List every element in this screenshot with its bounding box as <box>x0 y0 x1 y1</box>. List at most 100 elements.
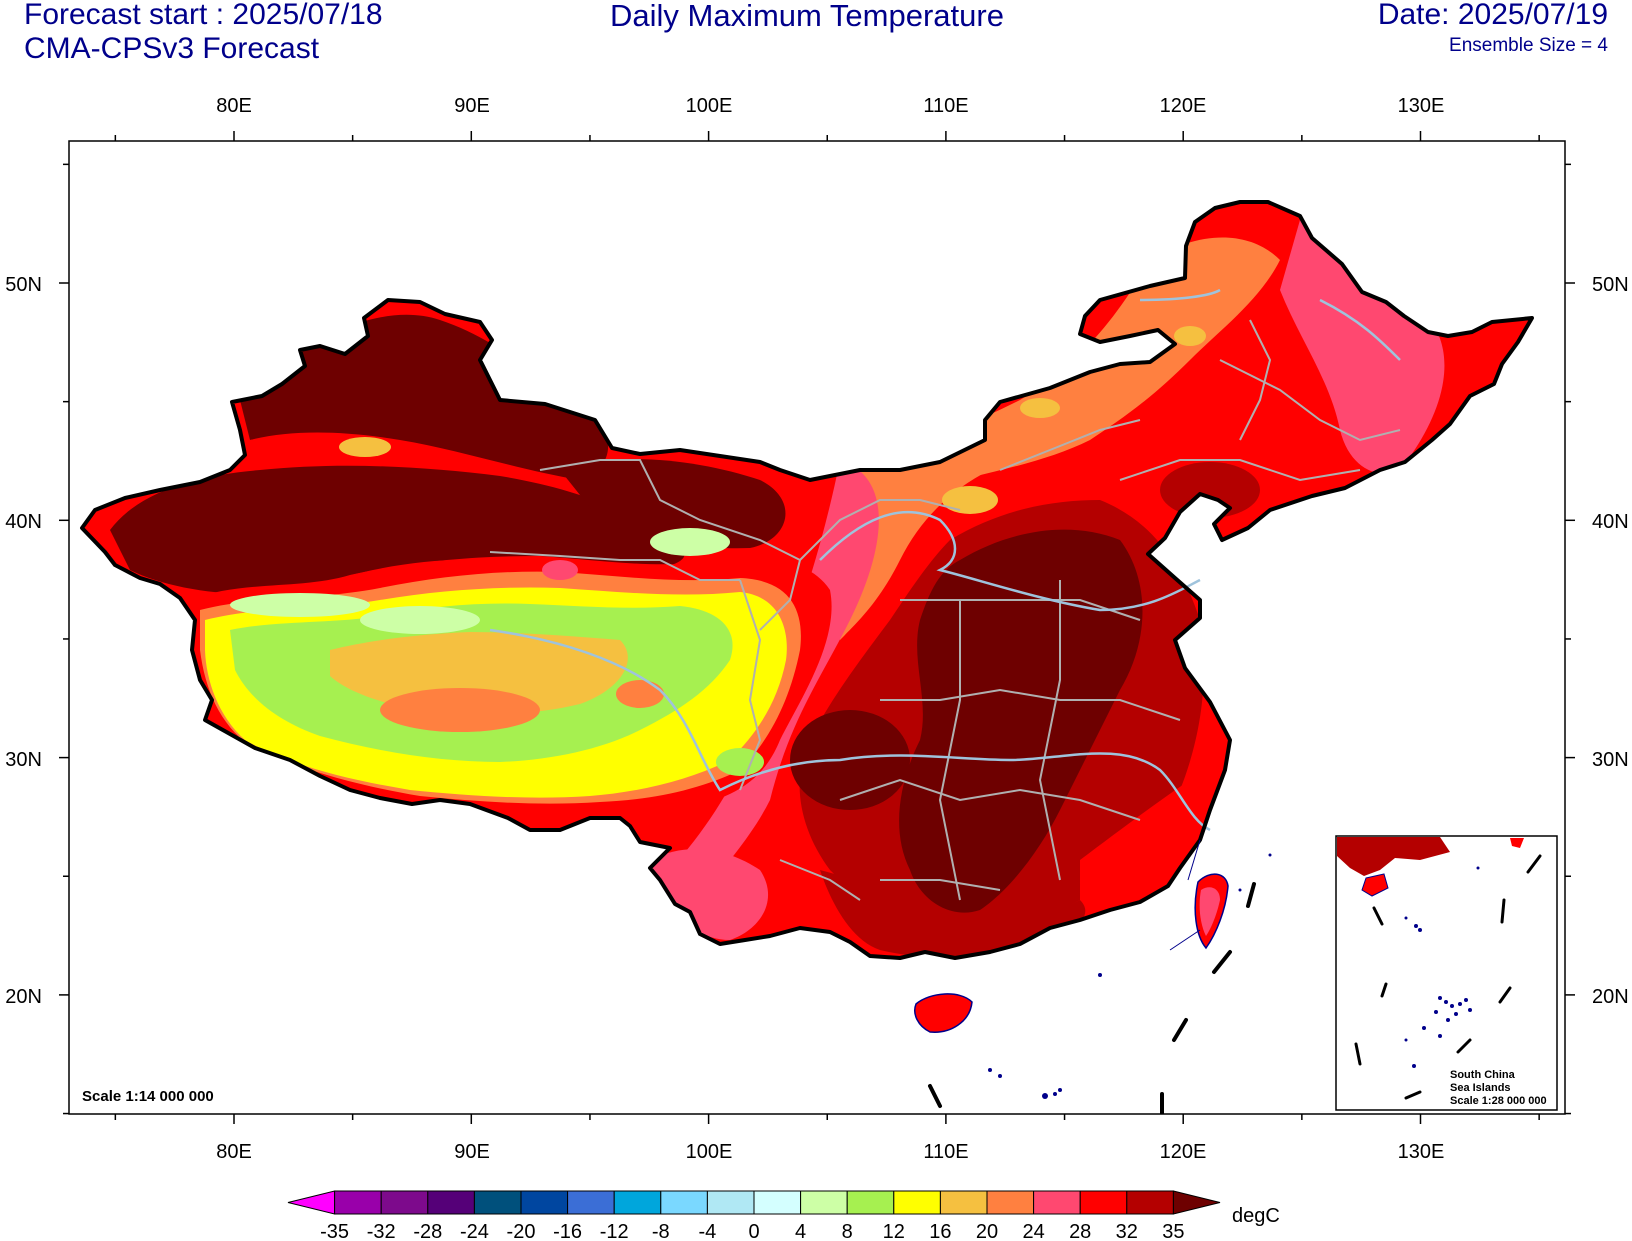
temp-nm-orange <box>829 330 1187 640</box>
temp-plateau-orange-spot-1 <box>380 688 540 732</box>
colorbar-swatch-max <box>1172 1190 1221 1215</box>
colorbar-swatch <box>939 1190 988 1215</box>
temp-west-pink <box>660 460 879 900</box>
colorbar-tick-label: -12 <box>600 1221 629 1241</box>
colorbar-tick-label: 12 <box>883 1221 905 1241</box>
inset-taiwan-tip <box>1510 838 1524 848</box>
inset-label-line1: South China <box>1450 1069 1516 1081</box>
colorbar-swatch <box>800 1190 848 1215</box>
coastline-detail <box>1169 839 1201 951</box>
inset-mainland <box>1337 837 1450 876</box>
inset-hainan <box>1361 873 1389 897</box>
lat-label-40n-right: 40N <box>1592 511 1629 533</box>
temp-dzungaria-darkest <box>240 314 609 480</box>
inset-dash-line <box>1354 854 1542 1100</box>
temp-ne-pink <box>1280 220 1445 474</box>
date-label: Date: 2025/07/19 <box>1377 0 1608 31</box>
colorbar-swatch <box>893 1190 941 1215</box>
lon-labels-bottom: 80E 90E 100E 110E 120E 130E <box>216 1141 1444 1163</box>
temp-plateau-pale-3 <box>650 528 730 556</box>
lon-label-110e-top: 110E <box>923 95 968 117</box>
colorbar-swatch <box>380 1190 429 1215</box>
colorbar-swatch <box>846 1190 895 1215</box>
temp-tianshan-spot <box>339 437 391 457</box>
lon-label-120e-top: 120E <box>1160 95 1207 117</box>
colorbar-tick-label: 16 <box>929 1221 951 1241</box>
colorbar-swatch-min <box>287 1190 336 1215</box>
temp-gansu-dark <box>560 459 786 549</box>
temp-nm-spot-1 <box>942 486 998 514</box>
lon-label-100e-top: 100E <box>686 95 733 117</box>
lon-label-110e-bottom: 110E <box>923 1141 968 1163</box>
colorbar-swatch <box>753 1190 802 1215</box>
temp-plateau-pink-spot <box>542 560 578 580</box>
colorbar-unit-label: degC <box>1232 1205 1280 1227</box>
temp-plateau-lightorange <box>330 632 628 715</box>
lat-labels-left: 50N 40N 30N 20N <box>5 274 42 1008</box>
province-boundaries <box>489 319 1401 901</box>
colorbar-swatch <box>660 1190 708 1215</box>
colorbar-tick-label: 20 <box>976 1221 998 1241</box>
temp-nm-spot-2 <box>1020 398 1060 418</box>
temp-se-coast-red <box>1080 780 1199 904</box>
axis-tick-marks <box>59 131 1575 1124</box>
lat-label-50n-left: 50N <box>5 274 42 296</box>
colorbar-tick-label: -4 <box>699 1221 717 1241</box>
inset-label-line3: Scale 1:28 000 000 <box>1450 1095 1547 1107</box>
lon-labels-top: 80E 90E 100E 110E 120E 130E <box>216 95 1444 117</box>
lat-label-20n-right: 20N <box>1592 986 1629 1008</box>
colorbar-swatch <box>334 1190 382 1215</box>
temp-sichuan-darkest <box>790 710 910 810</box>
hainan-island <box>914 993 973 1033</box>
model-label: CMA-CPSv3 Forecast <box>24 32 320 65</box>
lon-label-90e-bottom: 90E <box>454 1141 490 1163</box>
lat-label-50n-right: 50N <box>1592 274 1629 296</box>
temp-south-darkred <box>820 870 1086 958</box>
colorbar-swatch <box>986 1190 1035 1215</box>
colorbar-tick-label: -32 <box>367 1221 396 1241</box>
colorbar-tick-label: 35 <box>1162 1221 1184 1241</box>
temp-nm-spot-3 <box>1174 326 1206 346</box>
colorbar-tick-label: -28 <box>413 1221 442 1241</box>
south-china-sea-inset: South China Sea Islands Scale 1:28 000 0… <box>1335 835 1558 1111</box>
colorbar-tick-label: -8 <box>652 1221 670 1241</box>
scale-label: Scale 1:14 000 000 <box>82 1088 214 1105</box>
temp-plateau-pale-1 <box>230 593 370 617</box>
temp-ne-dark-pocket <box>1160 462 1260 518</box>
inset-label-line2: Sea Islands <box>1450 1082 1511 1094</box>
colorbar-tick-label: -20 <box>507 1221 536 1241</box>
lon-label-100e-bottom: 100E <box>686 1141 733 1163</box>
colorbar-tick-label: 8 <box>842 1221 853 1241</box>
map-title: Daily Maximum Temperature <box>610 0 1004 33</box>
colorbar-swatch <box>706 1190 755 1215</box>
lon-label-80e-top: 80E <box>216 95 252 117</box>
temp-plateau-orange-spot-2 <box>616 680 664 708</box>
lon-label-80e-bottom: 80E <box>216 1141 252 1163</box>
temp-plateau-pale-2 <box>360 606 480 634</box>
lat-label-30n-right: 30N <box>1592 749 1629 771</box>
colorbar-tick-label: 4 <box>795 1221 806 1241</box>
inset-islands <box>1404 866 1480 1068</box>
colorbar-tick-label: 24 <box>1022 1221 1044 1241</box>
colorbar-swatch <box>520 1190 569 1215</box>
rivers <box>489 288 1401 832</box>
lat-labels-right: 50N 40N 30N 20N <box>1592 274 1629 1008</box>
colorbar-tick-label: -24 <box>460 1221 489 1241</box>
forecast-start-label: Forecast start : 2025/07/18 <box>24 0 383 31</box>
lat-label-20n-left: 20N <box>5 986 42 1008</box>
small-islands <box>988 853 1272 1099</box>
colorbar-swatch <box>1079 1190 1128 1215</box>
lon-label-120e-bottom: 120E <box>1160 1141 1207 1163</box>
colorbar-swatch <box>613 1190 662 1215</box>
lon-label-90e-top: 90E <box>454 95 490 117</box>
lon-label-130e-top: 130E <box>1398 95 1445 117</box>
lon-label-130e-bottom: 130E <box>1398 1141 1445 1163</box>
colorbar-tick-label: -16 <box>553 1221 582 1241</box>
ensemble-size-label: Ensemble Size = 4 <box>1449 35 1608 56</box>
colorbar-tick-label: -35 <box>320 1221 349 1241</box>
colorbar-swatch <box>427 1190 475 1215</box>
temp-plateau-green-spot <box>716 748 764 776</box>
colorbar-tick-label: 0 <box>748 1221 759 1241</box>
taiwan-mountain-pink <box>1199 887 1220 936</box>
